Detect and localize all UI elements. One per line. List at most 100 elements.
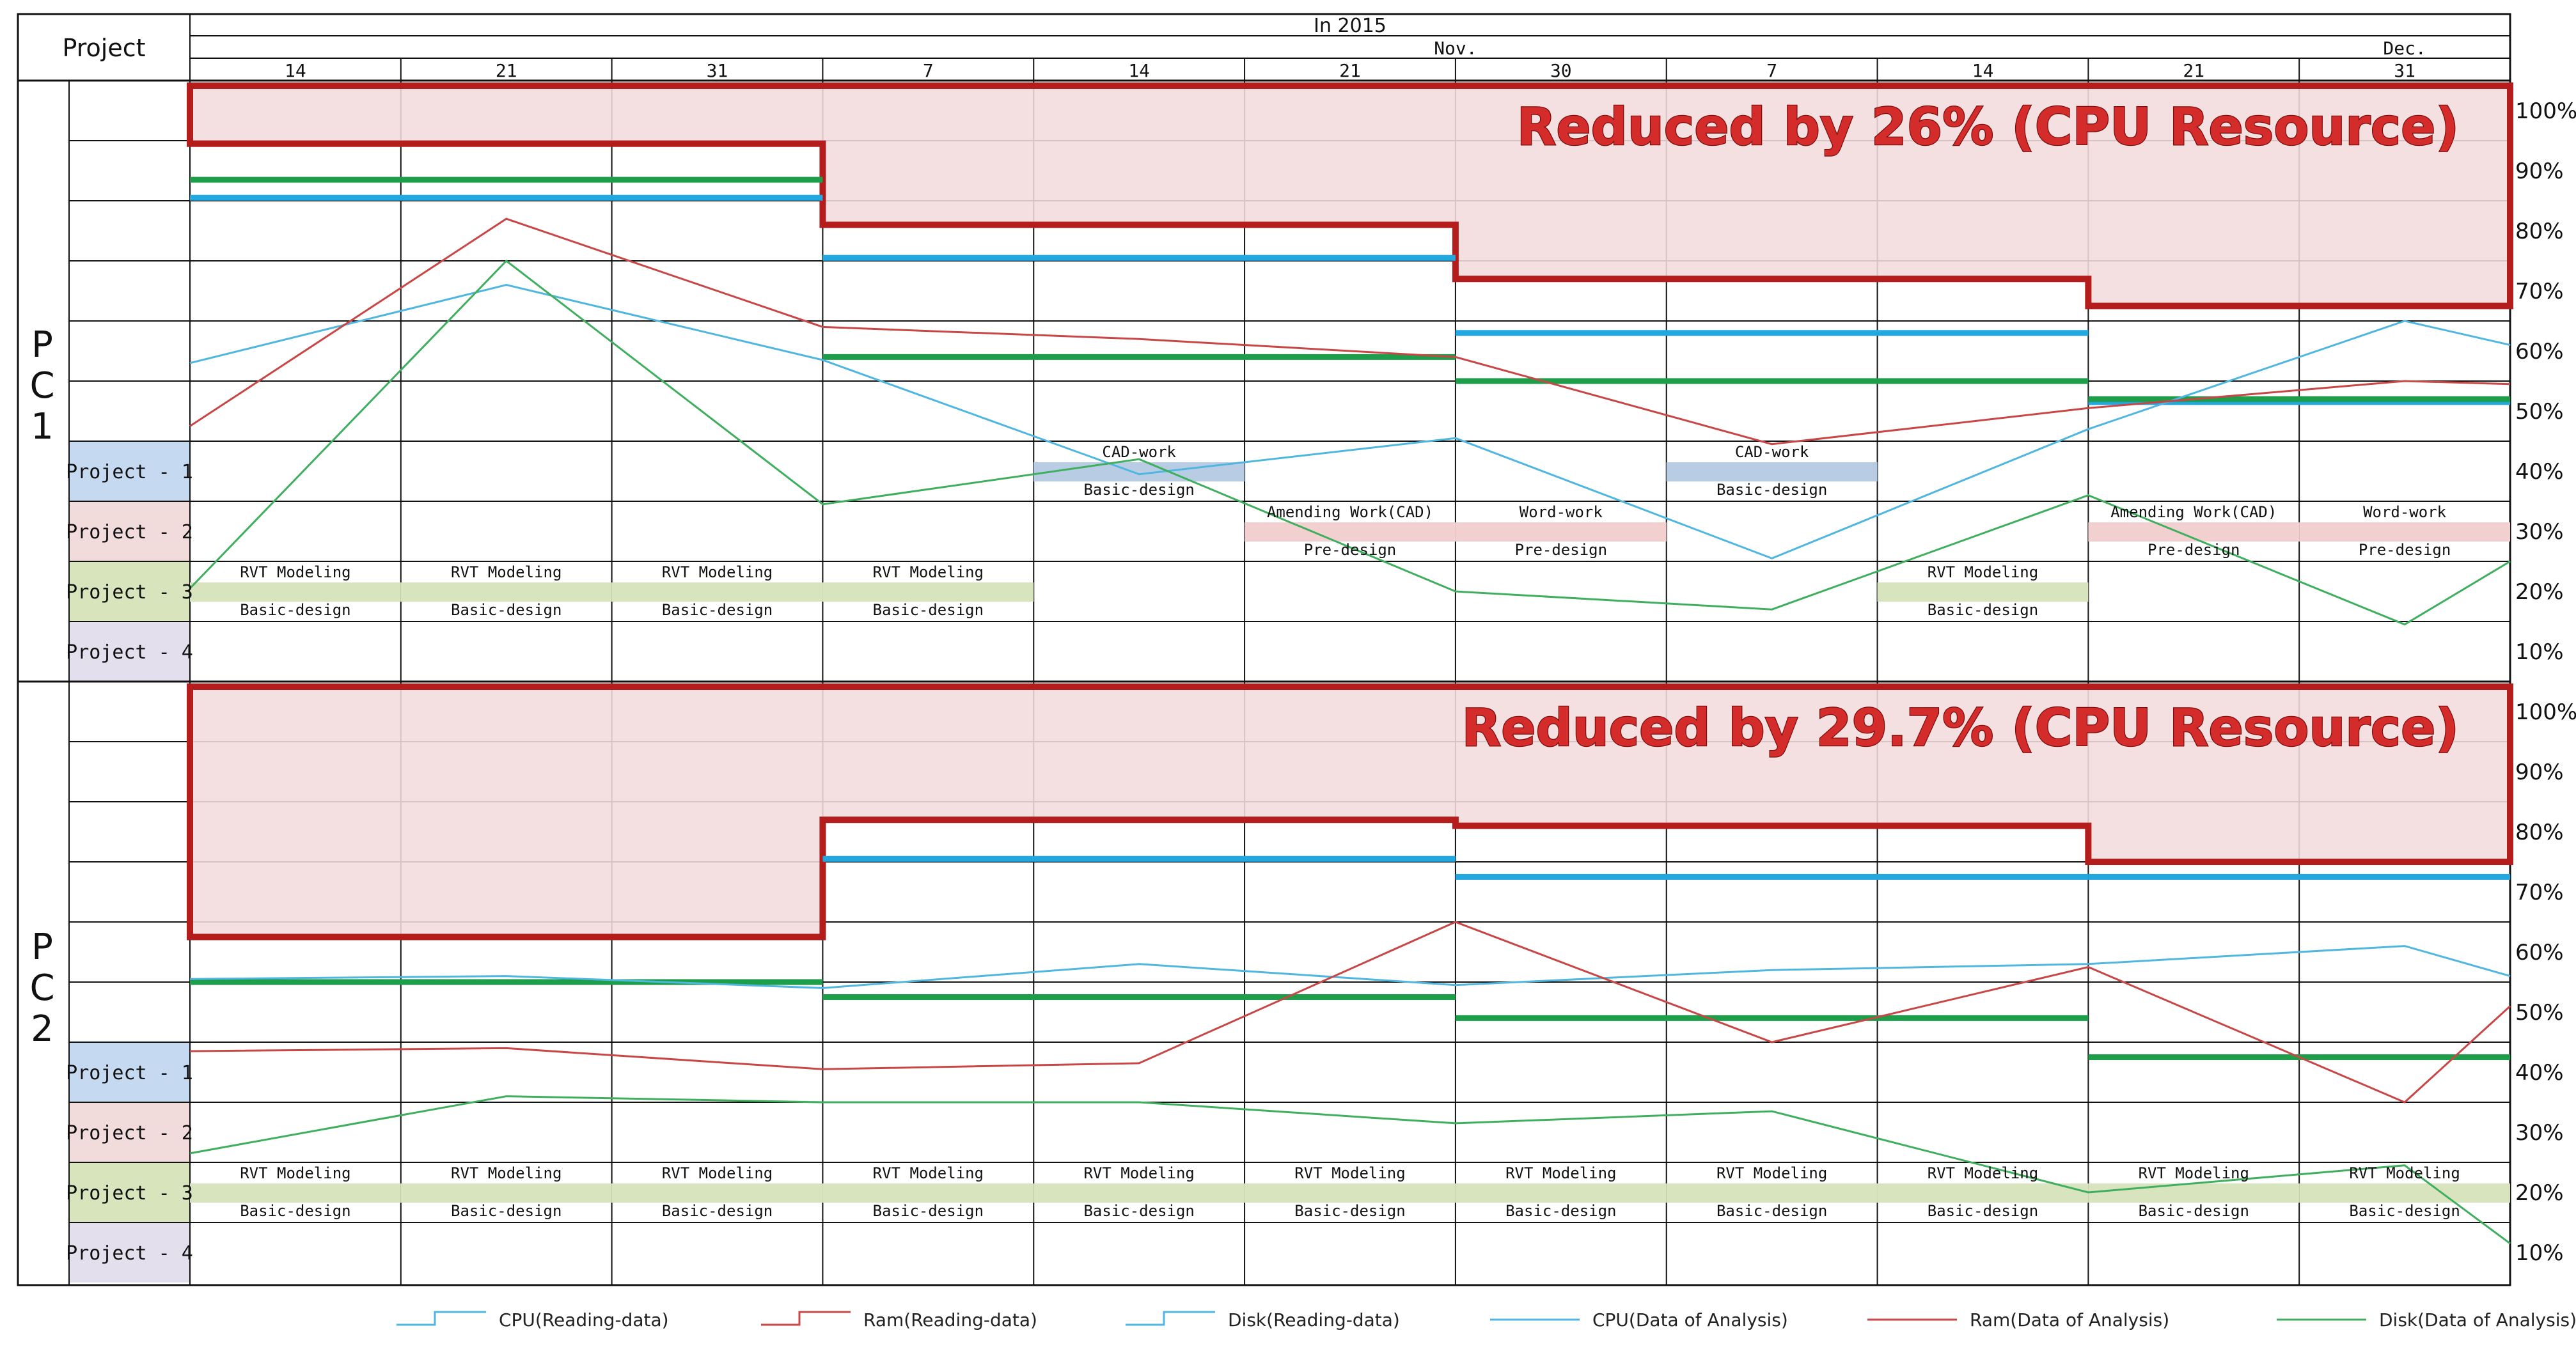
- task-bar: [1245, 522, 1456, 542]
- task-bar: [822, 582, 1034, 602]
- project-row-bg: [69, 1102, 190, 1162]
- legend-swatch-2: [1126, 1311, 1215, 1326]
- y-tick-label: 50%: [2515, 1000, 2564, 1026]
- y-tick-label: 60%: [2515, 339, 2564, 364]
- y-tick-label: 10%: [2515, 639, 2564, 665]
- y-tick-label: 70%: [2515, 880, 2564, 905]
- month-label: Nov.: [1434, 38, 1477, 59]
- project-header-label: Project: [62, 34, 145, 62]
- task-top-label: RVT Modeling: [1928, 563, 2038, 581]
- reduction-banner: Reduced by 29.7% (CPU Resource): [1462, 698, 2459, 758]
- task-bottom-label: Basic-design: [1083, 481, 1194, 499]
- task-top-label: Amending Work(CAD): [1267, 503, 1433, 521]
- panel-pc1: [17, 79, 2513, 683]
- date-label: 21: [1339, 60, 1361, 81]
- project-row-bg: [69, 441, 190, 501]
- y-tick-label: 70%: [2515, 279, 2564, 304]
- task-bottom-label: Basic-design: [662, 1202, 773, 1220]
- task-bottom-label: Basic-design: [2139, 1202, 2249, 1220]
- task-bar: [400, 1183, 612, 1203]
- task-bottom-label: Pre-design: [1304, 541, 1397, 559]
- task-bottom-label: Basic-design: [1294, 1202, 1405, 1220]
- project-label: Project - 3: [66, 581, 193, 604]
- date-label: 21: [496, 60, 517, 81]
- task-bottom-label: Basic-design: [873, 601, 984, 619]
- task-top-label: RVT Modeling: [1928, 1164, 2038, 1182]
- legend-swatch-0: [397, 1311, 486, 1326]
- legend-swatch-1: [761, 1311, 851, 1326]
- task-bottom-label: Basic-design: [1928, 1202, 2038, 1220]
- date-label: 7: [1766, 60, 1777, 81]
- reduction-area: [187, 82, 2513, 309]
- task-bottom-label: Pre-design: [2148, 541, 2240, 559]
- task-bottom-label: Basic-design: [1928, 601, 2038, 619]
- task-bottom-label: Pre-design: [1515, 541, 1608, 559]
- y-tick-label: 40%: [2515, 459, 2564, 485]
- task-top-label: Word-work: [1520, 503, 1603, 521]
- y-tick-label: 80%: [2515, 219, 2564, 244]
- date-label: 7: [923, 60, 934, 81]
- y-tick-label: 100%: [2515, 699, 2576, 725]
- project-row-bg: [69, 621, 190, 682]
- pc-label-char: C: [29, 365, 54, 407]
- y-tick-label: 10%: [2515, 1240, 2564, 1266]
- task-top-label: Amending Work(CAD): [2110, 503, 2277, 521]
- y-tick-label: 50%: [2515, 399, 2564, 425]
- task-top-label: RVT Modeling: [240, 563, 350, 581]
- task-bar: [1666, 1183, 1878, 1203]
- date-label: 31: [707, 60, 728, 81]
- task-top-label: RVT Modeling: [1294, 1164, 1405, 1182]
- task-bar: [1877, 1183, 2089, 1203]
- task-bottom-label: Basic-design: [662, 601, 773, 619]
- task-bar: [190, 1183, 401, 1203]
- task-bar: [2299, 1183, 2510, 1203]
- project-label: Project - 1: [66, 461, 193, 483]
- task-top-label: RVT Modeling: [1716, 1164, 1827, 1182]
- task-bar: [1455, 522, 1667, 542]
- task-top-label: RVT Modeling: [1083, 1164, 1194, 1182]
- y-tick-label: 60%: [2515, 940, 2564, 965]
- date-label: 31: [2394, 60, 2415, 81]
- legend-label: Disk(Data of Analysis): [2379, 1309, 2576, 1331]
- project-row-bg: [69, 1162, 190, 1222]
- task-bar: [1877, 582, 2089, 602]
- task-bottom-label: Basic-design: [1716, 481, 1827, 499]
- y-tick-label: 30%: [2515, 519, 2564, 545]
- task-top-label: CAD-work: [1735, 443, 1809, 461]
- y-tick-label: 30%: [2515, 1120, 2564, 1146]
- reduction-area: [187, 683, 2513, 940]
- reduction-banner: Reduced by 26% (CPU Resource): [1517, 97, 2459, 157]
- project-row-bg: [69, 1042, 190, 1102]
- task-bottom-label: Basic-design: [1716, 1202, 1827, 1220]
- task-bar: [611, 582, 823, 602]
- y-tick-label: 90%: [2515, 760, 2564, 785]
- task-bar: [190, 582, 401, 602]
- task-bottom-label: Basic-design: [2349, 1202, 2460, 1220]
- task-bar: [611, 1183, 823, 1203]
- y-tick-label: 90%: [2515, 159, 2564, 184]
- task-top-label: RVT Modeling: [662, 563, 773, 581]
- task-bar: [1245, 1183, 1456, 1203]
- pc-label-char: 1: [31, 406, 54, 448]
- task-top-label: RVT Modeling: [451, 1164, 562, 1182]
- year-label: In 2015: [1314, 15, 1386, 37]
- project-row-bg: [69, 561, 190, 621]
- task-top-label: CAD-work: [1102, 443, 1176, 461]
- pc-label-char: C: [29, 967, 54, 1009]
- task-top-label: RVT Modeling: [662, 1164, 773, 1182]
- project-label: Project - 1: [66, 1062, 193, 1084]
- date-label: 14: [285, 60, 306, 81]
- project-label: Project - 4: [66, 1242, 193, 1265]
- project-label: Project - 3: [66, 1182, 193, 1205]
- project-row-bg: [69, 501, 190, 561]
- legend-label: CPU(Data of Analysis): [1592, 1309, 1788, 1331]
- legend-label: Ram(Reading-data): [863, 1309, 1037, 1331]
- date-label: 14: [1972, 60, 1994, 81]
- task-bar: [400, 582, 612, 602]
- month-label: Dec.: [2383, 38, 2426, 59]
- legend-label: Ram(Data of Analysis): [1970, 1309, 2169, 1331]
- task-bottom-label: Basic-design: [240, 1202, 350, 1220]
- date-label: 14: [1128, 60, 1150, 81]
- task-bar: [2299, 522, 2510, 542]
